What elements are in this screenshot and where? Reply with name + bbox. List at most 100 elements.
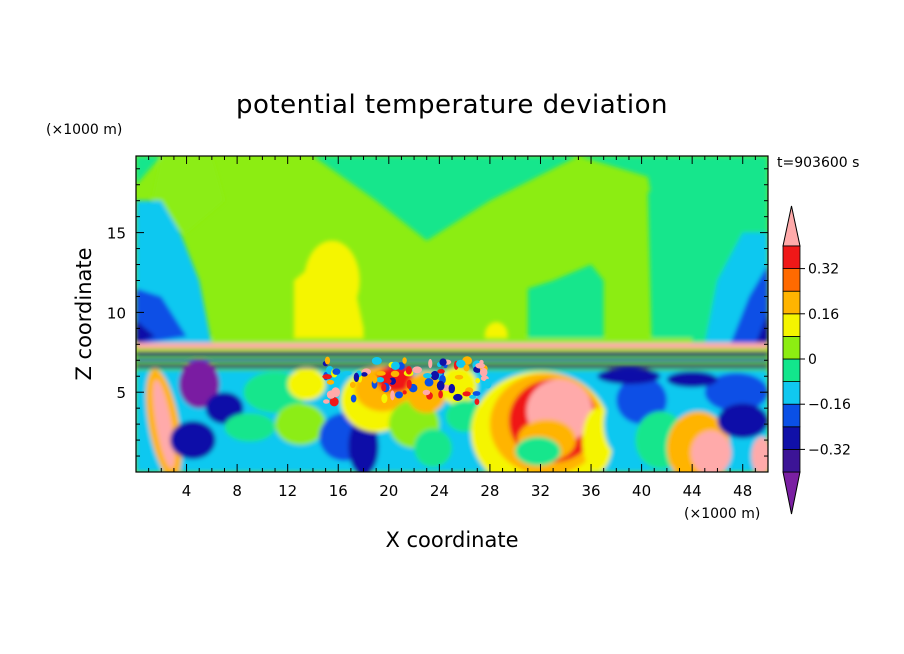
colorbar-label: 0.32 <box>808 262 839 278</box>
contour-blob <box>751 436 768 472</box>
turbulence-cell <box>428 358 433 369</box>
x-axis-label: X coordinate <box>385 528 518 552</box>
colorbar-box <box>782 245 801 270</box>
y-tick-label: 15 <box>107 225 126 243</box>
turbulence-cell <box>475 362 486 369</box>
turbulence-cell <box>402 357 407 364</box>
colorbar-label: 0 <box>808 352 817 368</box>
turbulence-cell <box>412 366 423 374</box>
turbulence-cell <box>376 371 386 376</box>
turbulence-cell <box>391 361 400 371</box>
colorbar-label: −0.16 <box>808 397 851 413</box>
turbulence-cell <box>454 374 464 380</box>
x-tick-label: 48 <box>733 482 752 500</box>
contour-region <box>136 320 155 345</box>
turbulence-cell <box>388 377 396 385</box>
contour-blob <box>153 380 175 469</box>
contour-blob <box>304 240 360 321</box>
turbulence-cell <box>402 390 407 395</box>
turbulence-cell <box>350 394 357 403</box>
turbulence-cell <box>324 356 331 365</box>
colorbar-extend-low <box>782 471 801 515</box>
turbulence-cell <box>353 372 360 383</box>
turbulence-cell <box>322 374 332 380</box>
x-tick-label: 24 <box>430 482 449 500</box>
contour-region <box>136 288 187 345</box>
contour-blob <box>515 436 561 466</box>
x-tick-label: 16 <box>329 482 348 500</box>
turbulence-cell <box>424 378 434 387</box>
colorbar-extend-high <box>782 205 801 247</box>
x-unit-label: (×1000 m) <box>684 506 760 522</box>
turbulence-cell <box>342 371 352 376</box>
turbulence-cell <box>395 391 403 399</box>
turbulence-cell <box>323 399 330 404</box>
contour-blob <box>178 360 220 409</box>
turbulence-cell <box>390 370 400 378</box>
colorbar: −0.32 −0.16 0 0.16 0.32 <box>782 205 851 515</box>
turbulence-cell <box>472 391 481 396</box>
turbulence-cell <box>326 390 336 399</box>
turbulence-cell <box>436 380 445 391</box>
x-tick-label: 12 <box>278 482 297 500</box>
colorbar-box <box>782 335 801 360</box>
contour-band <box>211 337 693 346</box>
turbulence-cell <box>423 372 432 379</box>
x-tick-label: 36 <box>581 482 600 500</box>
turbulence-cell <box>422 389 431 396</box>
x-tick-label: 20 <box>379 482 398 500</box>
turbulence-cell <box>453 393 463 401</box>
contour-band <box>136 352 768 356</box>
turbulence-cell <box>332 368 341 375</box>
x-tick-label: 8 <box>232 482 242 500</box>
turbulence-cell <box>484 378 492 389</box>
turbulence-cell <box>456 359 466 368</box>
colorbar-box <box>782 426 801 450</box>
chart-title: potential temperature deviation <box>236 90 668 120</box>
turbulence-cell <box>326 379 335 385</box>
y-axis-label: Z coordinate <box>72 247 96 380</box>
turbulence-cell <box>329 397 339 407</box>
colorbar-box <box>782 313 801 337</box>
contour-region <box>527 264 604 345</box>
turbulence-cell <box>463 364 470 372</box>
y-unit-label: (×1000 m) <box>46 122 122 138</box>
turbulence-cell <box>361 372 368 377</box>
contour-blob <box>616 376 667 425</box>
x-axis: 4 8 12 16 20 24 28 32 36 40 44 48 <box>148 156 756 500</box>
turbulence-cell <box>438 390 443 399</box>
x-tick-label: 44 <box>683 482 702 500</box>
turbulence-cell <box>376 377 385 383</box>
turbulence-cell <box>439 358 447 366</box>
x-tick-label: 28 <box>480 482 499 500</box>
colorbar-label: −0.32 <box>808 442 851 458</box>
contour-blob <box>666 371 718 388</box>
contour-blob <box>275 403 326 445</box>
contour-region <box>755 312 768 345</box>
x-tick-label: 40 <box>632 482 651 500</box>
colorbar-box <box>782 268 801 292</box>
contour-blob <box>414 428 452 468</box>
contour-region <box>730 264 768 345</box>
y-tick-label: 10 <box>107 304 126 322</box>
turbulence-cell <box>406 379 412 390</box>
turbulence-cell <box>381 393 388 404</box>
contour-band <box>136 365 768 369</box>
turbulence-cell <box>372 375 378 384</box>
turbulence-cell <box>381 383 387 392</box>
y-tick-label: 5 <box>116 384 126 402</box>
contour-band <box>136 342 768 350</box>
colorbar-box <box>782 381 801 405</box>
colorbar-box <box>782 403 801 428</box>
contour-blob <box>597 368 661 385</box>
contour-blob <box>717 403 768 439</box>
turbulence-cell <box>479 367 488 377</box>
colorbar-box <box>782 448 801 473</box>
contour-band <box>136 358 768 362</box>
contour-blob <box>170 420 216 460</box>
turbulence-cell <box>469 394 477 399</box>
x-tick-label: 32 <box>531 482 550 500</box>
turbulence-cell <box>430 370 440 381</box>
contour-blob <box>287 368 326 401</box>
